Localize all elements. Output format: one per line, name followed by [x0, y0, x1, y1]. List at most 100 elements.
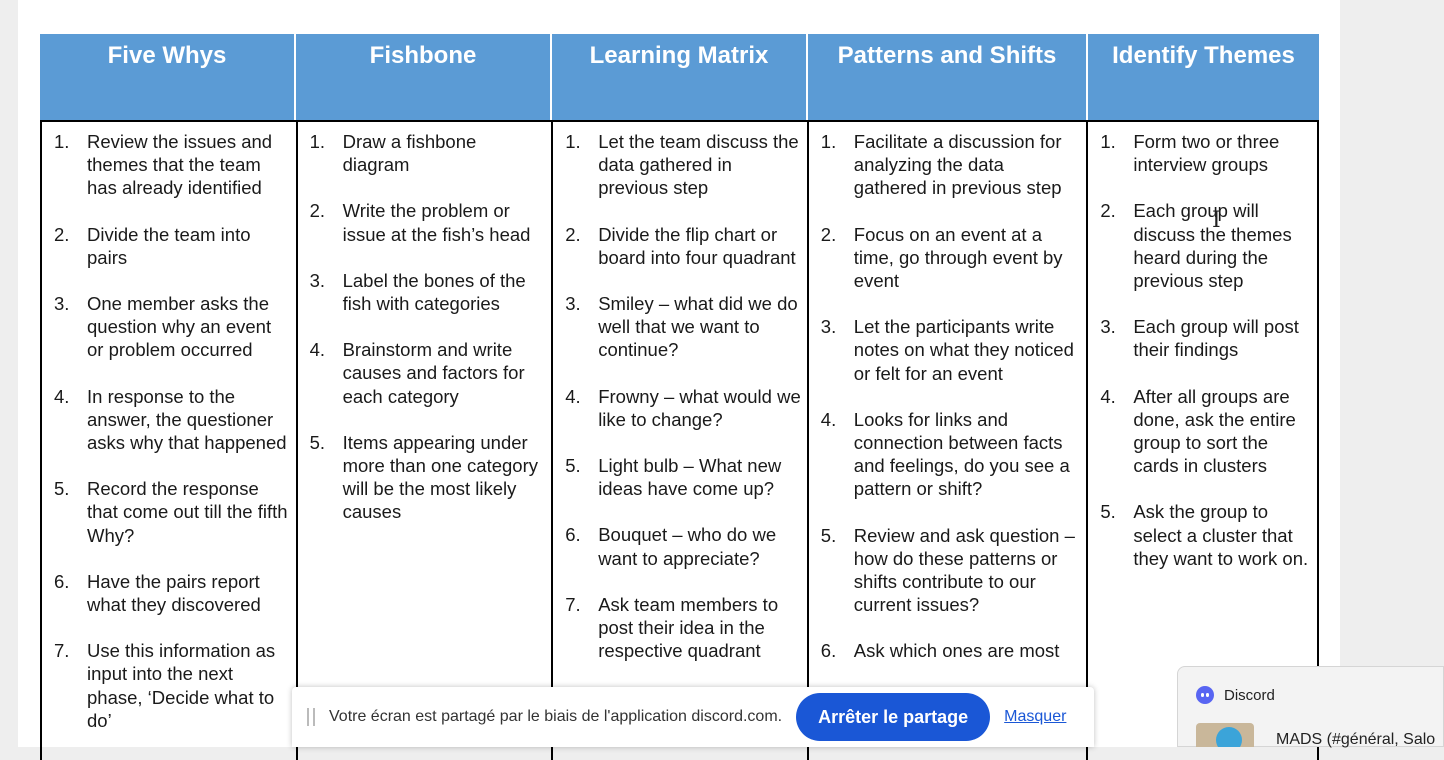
- list-item: 3. Label the bones of the fish with categ…: [310, 269, 546, 315]
- list-item-number: 4.: [309, 339, 326, 361]
- list-item: 7. Use this information as input into the…: [54, 639, 290, 732]
- list-item-number: 2.: [1100, 200, 1116, 222]
- list-item-number: 5.: [565, 455, 581, 477]
- list-item-text: Draw a fishbone diagram: [342, 131, 477, 176]
- list-item-number: 2.: [820, 223, 837, 245]
- notification-body: MADS (#général, Salo: [1178, 723, 1443, 749]
- list-item-text: Let the team discuss the data gathered i…: [598, 131, 799, 199]
- list-item-text: One member asks the question why an even…: [87, 293, 272, 361]
- list-item-number: 5.: [54, 478, 70, 500]
- list-item: 4. After all groups are done, ask the ent…: [1100, 385, 1311, 478]
- notification-header: Discord: [1178, 667, 1443, 723]
- text-cursor-icon: I: [1212, 208, 1221, 233]
- list-item: 7. Ask team members to post their idea in…: [565, 593, 801, 663]
- list-item-text: Form two or three interview groups: [1133, 131, 1280, 176]
- list-item-text: Have the pairs report what they discover…: [87, 570, 261, 616]
- list-item: 1. Form two or three interview groups: [1100, 130, 1311, 176]
- list-item-text: After all groups are done, ask the entir…: [1133, 385, 1296, 477]
- list-item-number: 5.: [309, 431, 326, 453]
- methods-table: Five Whys Fishbone Learning Matrix Patte…: [40, 34, 1319, 760]
- list-item-number: 3.: [309, 269, 326, 291]
- list-item-text: Ask team members to post their idea in t…: [598, 593, 779, 662]
- list-item: 1. Facilitate a discussion for analyzing …: [821, 130, 1081, 200]
- list-item: 6. Ask which ones are most: [821, 639, 1081, 662]
- list-item: 3. Each group will post their findings: [1100, 315, 1311, 361]
- list-item: 2. Divide the flip chart or board into fo…: [565, 223, 801, 269]
- avatar: [1196, 723, 1254, 747]
- list-item: 4. Frowny – what would we like to change?: [565, 385, 801, 431]
- list-item-number: 1.: [565, 131, 581, 152]
- list-item-number: 2.: [54, 223, 70, 245]
- list-item-number: 2.: [309, 200, 326, 222]
- list-item-number: 4.: [1100, 385, 1116, 407]
- list-item: 2. Divide the team into pairs: [54, 223, 290, 269]
- discord-notification[interactable]: Discord MADS (#général, Salo: [1177, 666, 1444, 749]
- column-identify-themes: 1. Form two or three interview groups 2. Ea…: [1088, 122, 1319, 760]
- list-item-number: 1.: [820, 131, 837, 152]
- list-item-text: Record the response that come out till t…: [87, 478, 288, 546]
- list-item-number: 6.: [820, 640, 837, 662]
- list-item-text: Review the issues and themes that the te…: [87, 131, 273, 199]
- notification-message: MADS (#général, Salo: [1276, 731, 1436, 748]
- column-learning-matrix: 1. Let the team discuss the data gathered…: [553, 122, 809, 760]
- list-item: 4. In response to the answer, the questio…: [54, 385, 290, 455]
- list-item-text: In response to the answer, the questione…: [87, 385, 287, 454]
- list-item: 1. Review the issues and themes that the …: [54, 130, 290, 200]
- list-item-number: 4.: [820, 408, 837, 430]
- list-item: 5. Ask the group to select a cluster that…: [1100, 500, 1311, 570]
- header-identify-themes: Identify Themes: [1088, 34, 1319, 120]
- list-item-text: Smiley – what did we do well that we wan…: [598, 293, 798, 361]
- list-item-number: 4.: [565, 385, 581, 407]
- discord-logo-icon: [1196, 686, 1214, 704]
- list-item-number: 7.: [565, 593, 581, 615]
- list-item: 1. Let the team discuss the data gathered…: [565, 130, 801, 200]
- list-item-text: Ask the group to select a cluster that t…: [1133, 501, 1309, 569]
- share-message: Votre écran est partagé par le biais de …: [329, 708, 783, 725]
- list-item-text: Divide the team into pairs: [87, 223, 251, 268]
- list-item-text: Each group will post their findings: [1133, 316, 1299, 361]
- list-item-number: 3.: [1100, 316, 1116, 338]
- list-item: 6. Bouquet – who do we want to appreciate…: [565, 523, 801, 569]
- list-item: 1. Draw a fishbone diagram: [310, 130, 546, 176]
- list-item-text: Each group will discuss the themes heard…: [1133, 200, 1292, 292]
- list-item-number: 4.: [54, 385, 70, 407]
- list-item-number: 3.: [54, 293, 70, 315]
- list-item-text: Brainstorm and write causes and factors …: [342, 339, 525, 407]
- list-item-number: 5.: [820, 524, 837, 546]
- list-item-text: Write the problem or issue at the fish’s…: [342, 200, 531, 245]
- list-item-text: Divide the flip chart or board into four…: [598, 223, 796, 268]
- list-item-text: Ask which ones are most: [853, 640, 1060, 662]
- header-patterns-and-shifts: Patterns and Shifts: [808, 34, 1088, 120]
- list-item: 3. One member asks the question why an ev…: [54, 292, 290, 362]
- hide-link[interactable]: Masquer: [1004, 708, 1067, 725]
- list-item-text: Label the bones of the fish with categor…: [342, 269, 526, 315]
- screen-share-bar: Votre écran est partagé par le biais de …: [292, 687, 1094, 747]
- list-item: 5. Review and ask question – how do these…: [821, 524, 1081, 617]
- drag-handle-icon[interactable]: [307, 708, 315, 726]
- list-item-text: Items appearing under more than one cate…: [342, 431, 538, 523]
- list-item-number: 1.: [1100, 131, 1116, 152]
- document-page: Five Whys Fishbone Learning Matrix Patte…: [18, 0, 1340, 760]
- list-item-number: 5.: [1100, 501, 1116, 523]
- table-body-row: 1. Review the issues and themes that the …: [40, 120, 1319, 760]
- list-item-number: 3.: [565, 293, 581, 315]
- header-learning-matrix: Learning Matrix: [552, 34, 808, 120]
- list-item: 2. Write the problem or issue at the fish…: [310, 199, 546, 245]
- list-item: 5. Light bulb – What new ideas have come …: [565, 454, 801, 500]
- list-item-text: Let the participants write notes on what…: [853, 316, 1074, 384]
- header-fishbone: Fishbone: [296, 34, 552, 120]
- stop-sharing-button[interactable]: Arrêter le partage: [796, 693, 991, 741]
- list-item-text: Light bulb – What new ideas have come up…: [598, 455, 782, 500]
- list-item: 4. Brainstorm and write causes and factor…: [310, 338, 546, 408]
- list-item-text: Review and ask question – how do these p…: [853, 524, 1075, 616]
- list-item-text: Frowny – what would we like to change?: [598, 385, 801, 430]
- list-item: 4. Looks for links and connection between…: [821, 408, 1081, 501]
- list-item-text: Facilitate a discussion for analyzing th…: [853, 131, 1062, 199]
- list-item: 6. Have the pairs report what they discov…: [54, 570, 290, 616]
- column-fishbone: 1. Draw a fishbone diagram 2. Write the pro…: [298, 122, 554, 760]
- list-item: 3. Let the participants write notes on wh…: [821, 315, 1081, 385]
- list-item-number: 6.: [565, 524, 581, 546]
- list-item: 2. Each group will discuss the themes hea…: [1100, 199, 1311, 292]
- column-five-whys: 1. Review the issues and themes that the …: [42, 122, 298, 760]
- list-item-text: Bouquet – who do we want to appreciate?: [598, 524, 777, 569]
